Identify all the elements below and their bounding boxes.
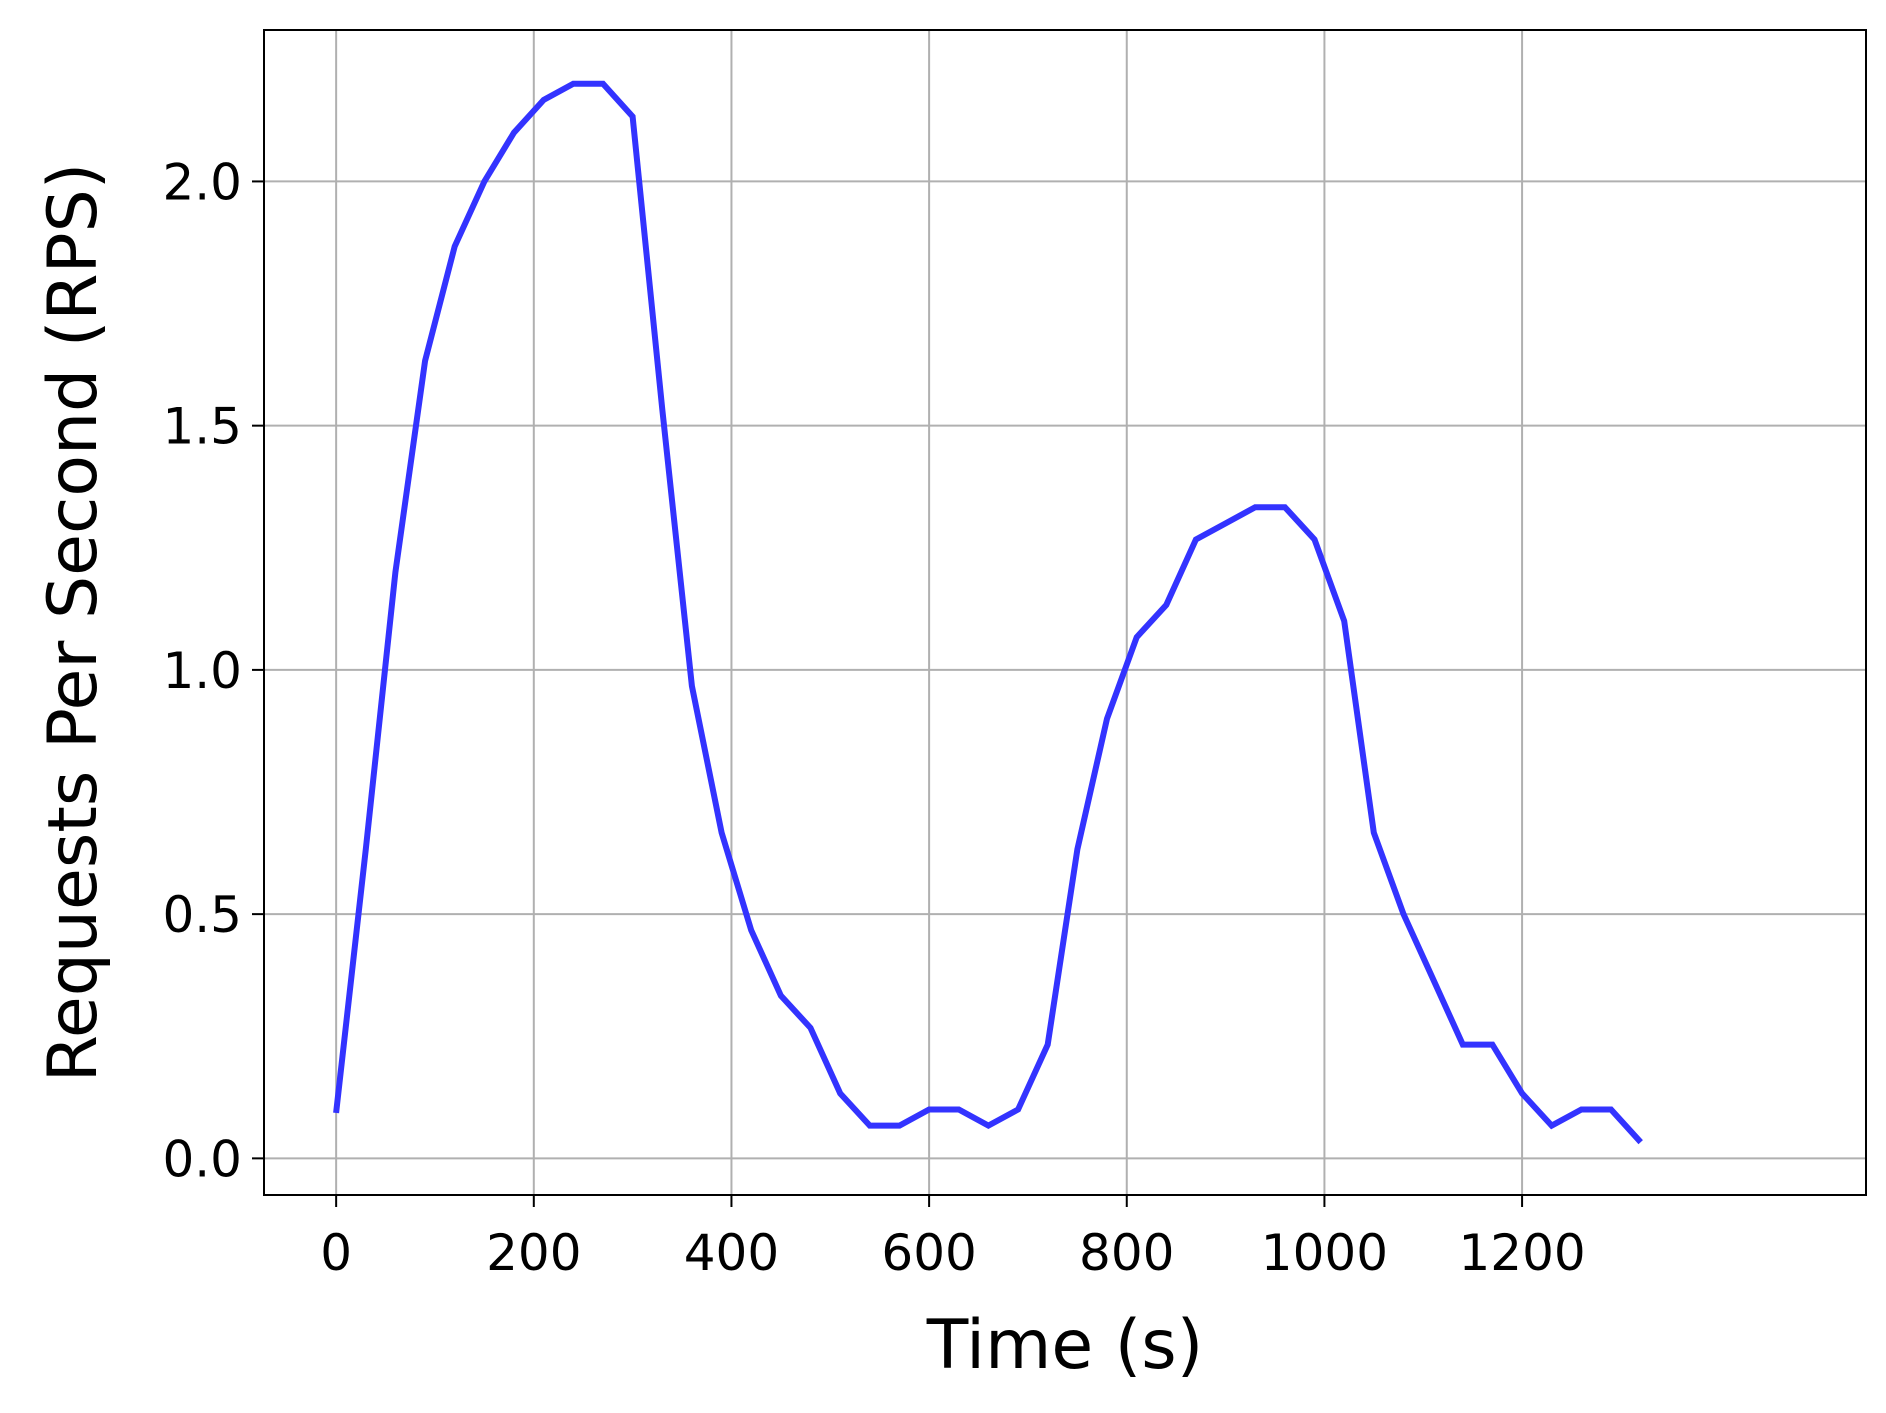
x-tick-label: 200 (486, 1224, 581, 1282)
y-axis-label: Requests Per Second (RPS) (34, 163, 113, 1083)
x-tick-label: 800 (1079, 1224, 1174, 1282)
series-line (333, 80, 1643, 1145)
x-tick-label: 1000 (1261, 1224, 1388, 1282)
x-axis-label: Time (s) (926, 1306, 1204, 1385)
y-tick-label: 1.0 (162, 642, 242, 700)
plot-frame (263, 29, 1867, 1196)
x-tick-label: 600 (881, 1224, 976, 1282)
y-tick-label: 1.5 (162, 398, 242, 456)
x-tick-label: 400 (684, 1224, 779, 1282)
x-tick-label: 1200 (1458, 1224, 1585, 1282)
series-layer (333, 80, 1643, 1145)
y-tick-label: 0.0 (162, 1130, 242, 1188)
ticks: 0 200 400 600 800 1000 1200 0.0 0.5 1.0 1.5 2.0 (162, 153, 1585, 1282)
x-tick-label: 0 (320, 1224, 352, 1282)
y-tick-label: 0.5 (162, 886, 242, 944)
y-tick-label: 2.0 (162, 153, 242, 211)
